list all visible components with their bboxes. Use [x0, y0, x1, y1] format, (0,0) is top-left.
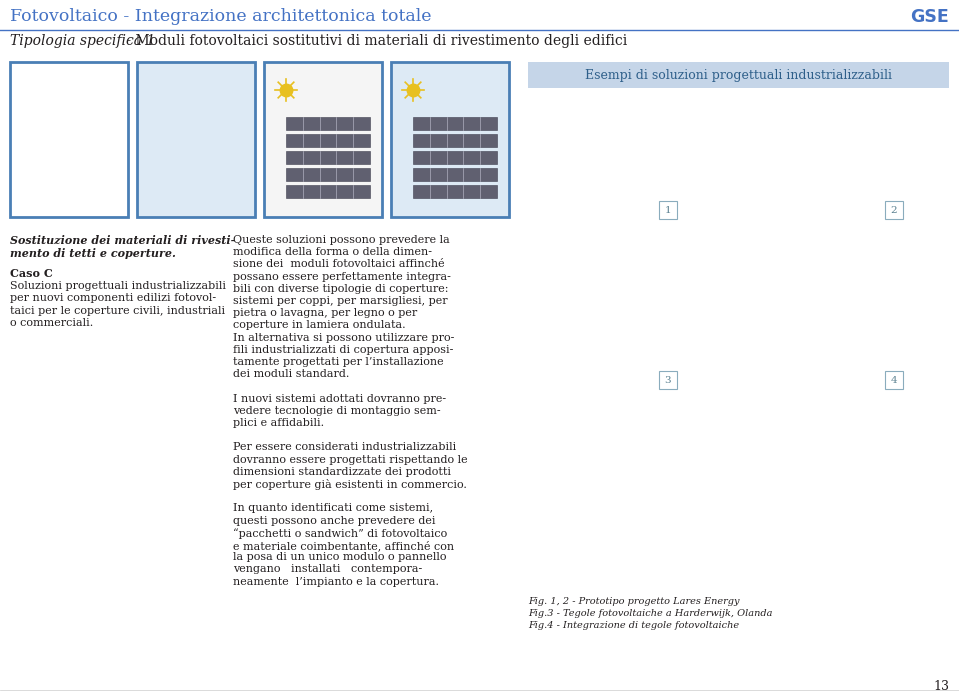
Text: vedere tecnologie di montaggio sem-: vedere tecnologie di montaggio sem-: [233, 406, 440, 416]
Text: GSE: GSE: [910, 8, 949, 26]
Bar: [286, 185, 370, 198]
Text: Fotovoltaico - Integrazione architettonica totale: Fotovoltaico - Integrazione architettoni…: [10, 8, 432, 25]
Text: “pacchetti o sandwich” di fotovoltaico: “pacchetti o sandwich” di fotovoltaico: [233, 528, 447, 539]
Text: Caso C: Caso C: [10, 268, 53, 279]
Bar: [413, 185, 497, 198]
Text: bili con diverse tipologie di coperture:: bili con diverse tipologie di coperture:: [233, 284, 449, 294]
Text: dovranno essere progettati rispettando le: dovranno essere progettati rispettando l…: [233, 455, 468, 464]
Bar: [286, 134, 370, 147]
Bar: [413, 151, 497, 164]
Bar: [10, 62, 128, 217]
Text: dei moduli standard.: dei moduli standard.: [233, 369, 349, 379]
Text: In quanto identificati come sistemi,: In quanto identificati come sistemi,: [233, 503, 433, 514]
Text: o commerciali.: o commerciali.: [10, 318, 93, 328]
Text: questi possono anche prevedere dei: questi possono anche prevedere dei: [233, 516, 435, 525]
Text: In alternativa si possono utilizzare pro-: In alternativa si possono utilizzare pro…: [233, 332, 455, 343]
Text: modifica della forma o della dimen-: modifica della forma o della dimen-: [233, 247, 432, 257]
Text: vengano   installati   contempora-: vengano installati contempora-: [233, 564, 422, 575]
Text: 13: 13: [933, 680, 949, 693]
Bar: [885, 371, 903, 389]
Text: Tipologia specifica 1: Tipologia specifica 1: [10, 34, 155, 48]
Text: la posa di un unico modulo o pannello: la posa di un unico modulo o pannello: [233, 552, 447, 562]
Text: taici per le coperture civili, industriali: taici per le coperture civili, industria…: [10, 305, 225, 316]
Text: Fig.3 - Tegole fotovoltaiche a Harderwijk, Olanda: Fig.3 - Tegole fotovoltaiche a Harderwij…: [528, 609, 773, 618]
Text: e materiale coimbentante, affinché con: e materiale coimbentante, affinché con: [233, 540, 455, 551]
Text: tamente progettati per l’installazione: tamente progettati per l’installazione: [233, 357, 444, 367]
Bar: [137, 62, 255, 217]
Text: Per essere considerati industrializzabili: Per essere considerati industrializzabil…: [233, 442, 456, 452]
Text: I nuovi sistemi adottati dovranno pre-: I nuovi sistemi adottati dovranno pre-: [233, 393, 446, 404]
Bar: [659, 201, 677, 219]
Text: Fig.4 - Integrazione di tegole fotovoltaiche: Fig.4 - Integrazione di tegole fotovolta…: [528, 621, 739, 630]
Text: fili industrializzati di copertura apposi-: fili industrializzati di copertura appos…: [233, 345, 454, 355]
Bar: [391, 62, 509, 217]
Text: Fig. 1, 2 - Prototipo progetto Lares Energy: Fig. 1, 2 - Prototipo progetto Lares Ene…: [528, 597, 739, 606]
Bar: [413, 134, 497, 147]
Bar: [528, 62, 949, 88]
Text: mento di tetti e coperture.: mento di tetti e coperture.: [10, 248, 175, 258]
Text: 1: 1: [665, 205, 671, 214]
Text: Esempi di soluzioni progettuali industrializzabili: Esempi di soluzioni progettuali industri…: [585, 69, 892, 81]
Text: Soluzioni progettuali industrializzabili: Soluzioni progettuali industrializzabili: [10, 280, 226, 291]
Bar: [413, 168, 497, 181]
Text: Sostituzione dei materiali di rivesti-: Sostituzione dei materiali di rivesti-: [10, 235, 235, 246]
Text: dimensioni standardizzate dei prodotti: dimensioni standardizzate dei prodotti: [233, 467, 451, 477]
Text: 2: 2: [891, 205, 898, 214]
Bar: [659, 371, 677, 389]
Text: per nuovi componenti edilizi fotovol-: per nuovi componenti edilizi fotovol-: [10, 293, 216, 303]
Text: sistemi per coppi, per marsigliesi, per: sistemi per coppi, per marsigliesi, per: [233, 296, 448, 306]
Text: 4: 4: [891, 375, 898, 384]
Bar: [286, 117, 370, 130]
Bar: [885, 201, 903, 219]
Bar: [286, 168, 370, 181]
Text: 3: 3: [665, 375, 671, 384]
Text: - Moduli fotovoltaici sostitutivi di materiali di rivestimento degli edifici: - Moduli fotovoltaici sostitutivi di mat…: [122, 34, 627, 48]
Bar: [286, 151, 370, 164]
Text: pietra o lavagna, per legno o per: pietra o lavagna, per legno o per: [233, 308, 417, 319]
Text: neamente  l’impianto e la copertura.: neamente l’impianto e la copertura.: [233, 577, 439, 586]
Text: per coperture già esistenti in commercio.: per coperture già esistenti in commercio…: [233, 479, 467, 490]
Text: possano essere perfettamente integra-: possano essere perfettamente integra-: [233, 271, 451, 282]
Text: Queste soluzioni possono prevedere la: Queste soluzioni possono prevedere la: [233, 235, 450, 245]
Text: coperture in lamiera ondulata.: coperture in lamiera ondulata.: [233, 321, 406, 330]
Text: sione dei  moduli fotovoltaici affinché: sione dei moduli fotovoltaici affinché: [233, 260, 445, 269]
Text: plici e affidabili.: plici e affidabili.: [233, 418, 324, 428]
Bar: [264, 62, 382, 217]
Bar: [413, 117, 497, 130]
